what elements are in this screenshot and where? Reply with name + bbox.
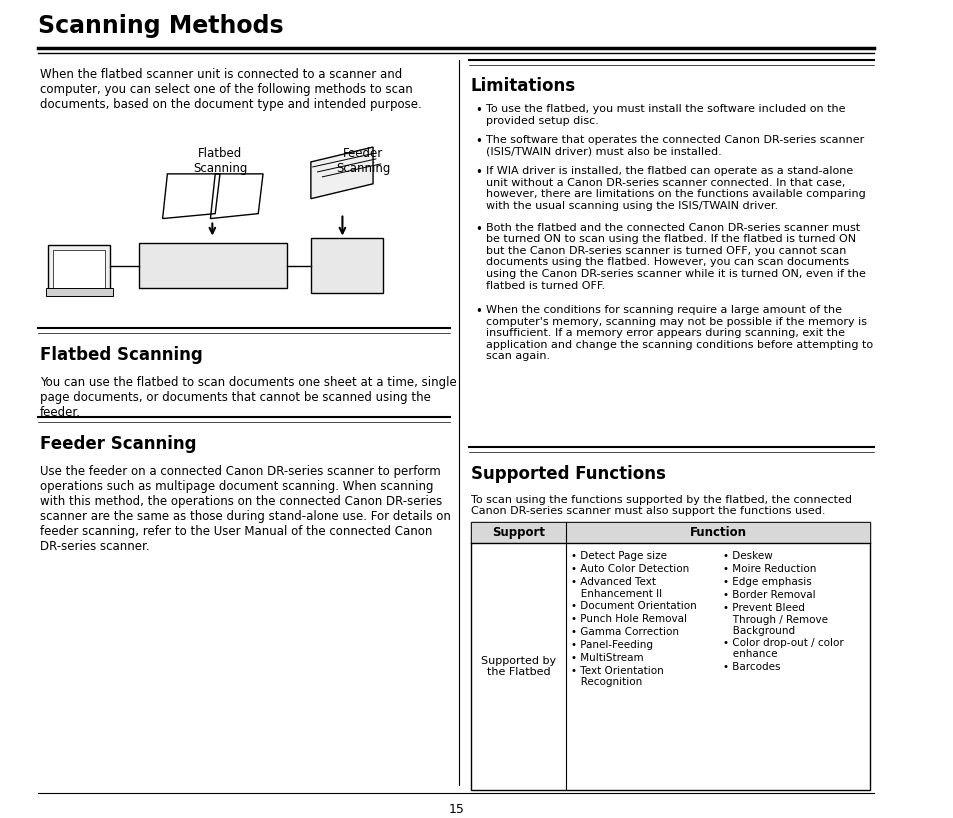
Text: •: • xyxy=(475,105,482,117)
Text: • Prevent Bleed
   Through / Remove
   Background: • Prevent Bleed Through / Remove Backgro… xyxy=(722,603,827,636)
Text: • MultiStream: • MultiStream xyxy=(571,653,643,663)
Text: • Barcodes: • Barcodes xyxy=(722,662,780,672)
Text: Function: Function xyxy=(689,526,746,539)
Text: Feeder
Scanning: Feeder Scanning xyxy=(336,147,391,175)
Text: •: • xyxy=(475,222,482,236)
Polygon shape xyxy=(311,147,373,199)
Text: • Color drop-out / color
   enhance: • Color drop-out / color enhance xyxy=(722,638,843,659)
Text: Flatbed
Scanning: Flatbed Scanning xyxy=(193,147,247,175)
Bar xyxy=(46,288,112,296)
Text: •: • xyxy=(475,166,482,179)
Text: • Document Orientation: • Document Orientation xyxy=(571,601,696,611)
Text: To scan using the functions supported by the flatbed, the connected
Canon DR-ser: To scan using the functions supported by… xyxy=(470,495,851,516)
Text: To use the flatbed, you must install the software included on the
provided setup: To use the flatbed, you must install the… xyxy=(485,105,844,126)
Text: Supported by
the Flatbed: Supported by the Flatbed xyxy=(480,656,556,677)
Text: If WIA driver is installed, the flatbed can operate as a stand-alone
unit withou: If WIA driver is installed, the flatbed … xyxy=(485,166,864,211)
Text: • Moire Reduction: • Moire Reduction xyxy=(722,564,816,574)
Text: • Punch Hole Removal: • Punch Hole Removal xyxy=(571,614,686,624)
Text: Supported Functions: Supported Functions xyxy=(470,465,665,483)
Text: When the flatbed scanner unit is connected to a scanner and
computer, you can se: When the flatbed scanner unit is connect… xyxy=(40,68,421,110)
Text: Limitations: Limitations xyxy=(470,78,575,96)
Text: • Border Removal: • Border Removal xyxy=(722,590,815,600)
Text: Feeder Scanning: Feeder Scanning xyxy=(40,435,196,453)
Text: • Panel-Feeding: • Panel-Feeding xyxy=(571,640,653,649)
Bar xyxy=(48,245,110,293)
Text: Both the flatbed and the connected Canon DR-series scanner must
be turned ON to : Both the flatbed and the connected Canon… xyxy=(485,222,865,290)
Text: Use the feeder on a connected Canon DR-series scanner to perform
operations such: Use the feeder on a connected Canon DR-s… xyxy=(40,465,451,553)
Text: •: • xyxy=(475,305,482,318)
Text: Flatbed Scanning: Flatbed Scanning xyxy=(40,346,203,364)
Text: When the conditions for scanning require a large amount of the
computer's memory: When the conditions for scanning require… xyxy=(485,305,872,362)
Bar xyxy=(138,244,287,288)
Text: • Text Orientation
   Recognition: • Text Orientation Recognition xyxy=(571,666,663,687)
Bar xyxy=(470,522,869,790)
Text: The software that operates the connected Canon DR-series scanner
(ISIS/TWAIN dri: The software that operates the connected… xyxy=(485,135,863,157)
Text: • Advanced Text
   Enhancement II: • Advanced Text Enhancement II xyxy=(571,578,661,599)
Text: • Edge emphasis: • Edge emphasis xyxy=(722,578,811,587)
Text: • Detect Page size: • Detect Page size xyxy=(571,551,666,561)
Text: 15: 15 xyxy=(448,802,464,816)
Bar xyxy=(52,250,105,288)
Bar xyxy=(311,238,382,293)
Text: • Auto Color Detection: • Auto Color Detection xyxy=(571,564,689,574)
Text: •: • xyxy=(475,135,482,148)
Text: Support: Support xyxy=(492,526,544,539)
Text: You can use the flatbed to scan documents one sheet at a time, single
page docum: You can use the flatbed to scan document… xyxy=(40,375,456,419)
Text: • Gamma Correction: • Gamma Correction xyxy=(571,627,679,637)
Bar xyxy=(470,522,869,543)
Text: • Deskew: • Deskew xyxy=(722,551,772,561)
Text: Scanning Methods: Scanning Methods xyxy=(38,14,284,38)
